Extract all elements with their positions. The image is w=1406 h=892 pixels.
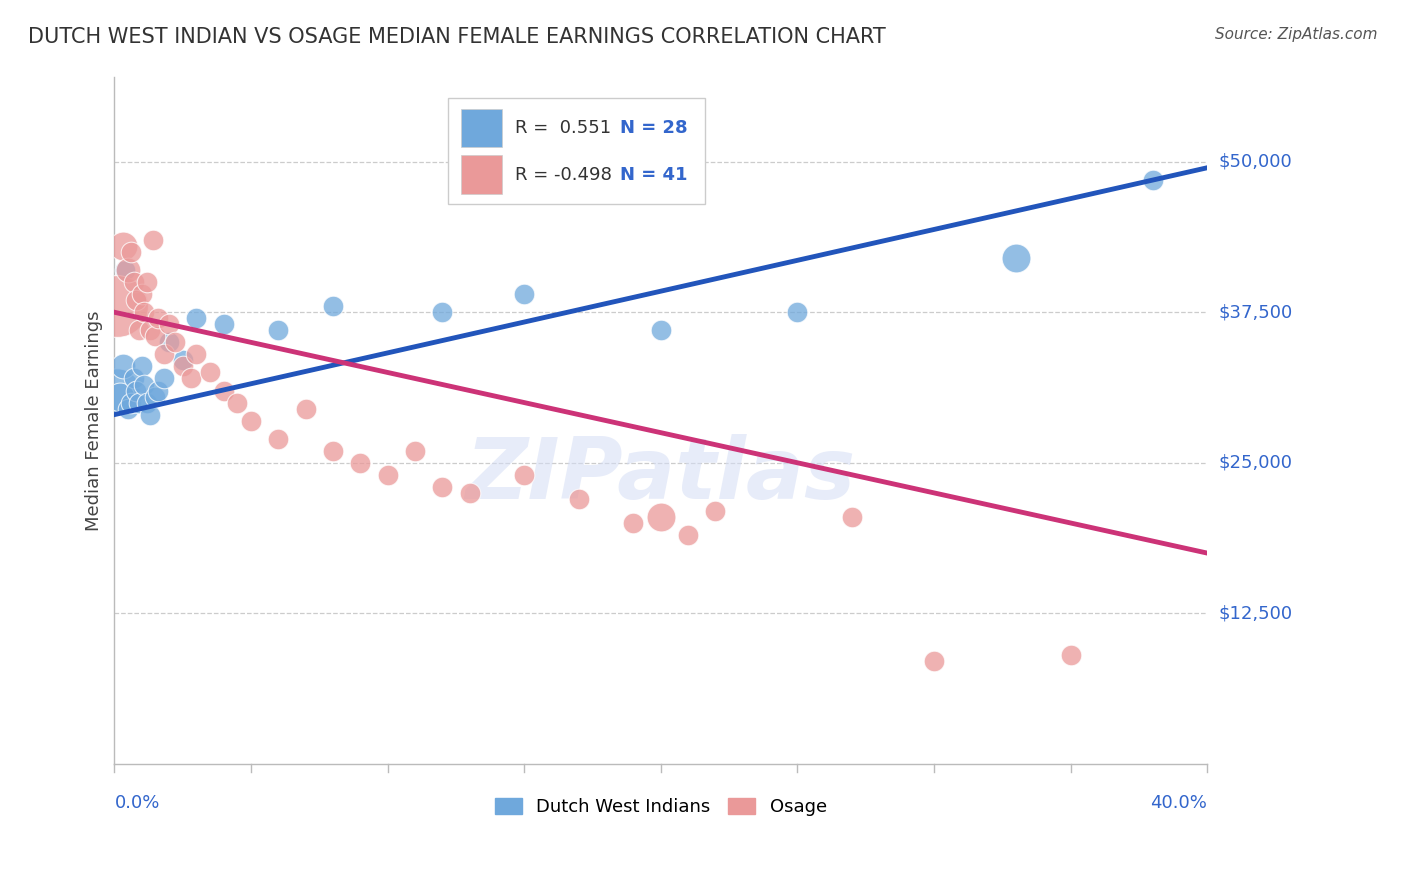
- Point: [377, 467, 399, 482]
- Text: R =  0.551: R = 0.551: [516, 119, 612, 136]
- Text: $12,500: $12,500: [1219, 604, 1292, 623]
- Text: N = 41: N = 41: [620, 166, 688, 184]
- Point: [120, 245, 142, 260]
- Point: [122, 275, 145, 289]
- Point: [145, 329, 167, 343]
- Point: [226, 395, 249, 409]
- Text: ZIPatlas: ZIPatlas: [465, 434, 856, 517]
- Point: [172, 359, 194, 374]
- Point: [322, 299, 344, 313]
- Point: [122, 371, 145, 385]
- Point: [152, 371, 174, 385]
- Point: [105, 299, 128, 313]
- Point: [142, 233, 165, 247]
- Point: [186, 311, 208, 326]
- Point: [650, 510, 672, 524]
- Text: R = -0.498: R = -0.498: [516, 166, 613, 184]
- FancyBboxPatch shape: [461, 155, 502, 194]
- Point: [650, 323, 672, 337]
- Text: $37,500: $37,500: [1219, 303, 1292, 321]
- Point: [136, 395, 159, 409]
- Point: [568, 491, 591, 506]
- Point: [111, 239, 134, 253]
- Point: [513, 287, 536, 301]
- Point: [186, 347, 208, 361]
- Point: [125, 384, 148, 398]
- Text: $25,000: $25,000: [1219, 454, 1292, 472]
- Point: [163, 335, 186, 350]
- Point: [212, 384, 235, 398]
- FancyBboxPatch shape: [447, 98, 704, 204]
- Text: DUTCH WEST INDIAN VS OSAGE MEDIAN FEMALE EARNINGS CORRELATION CHART: DUTCH WEST INDIAN VS OSAGE MEDIAN FEMALE…: [28, 27, 886, 46]
- Point: [105, 384, 128, 398]
- Point: [267, 432, 290, 446]
- Point: [157, 318, 180, 332]
- Point: [136, 275, 159, 289]
- Point: [152, 347, 174, 361]
- Text: $50,000: $50,000: [1219, 153, 1292, 170]
- Point: [212, 318, 235, 332]
- Text: Source: ZipAtlas.com: Source: ZipAtlas.com: [1215, 27, 1378, 42]
- Point: [114, 263, 136, 277]
- Point: [117, 263, 139, 277]
- Point: [1142, 173, 1164, 187]
- Point: [198, 366, 221, 380]
- Point: [676, 528, 699, 542]
- Point: [128, 395, 150, 409]
- Point: [1005, 251, 1028, 265]
- FancyBboxPatch shape: [461, 109, 502, 147]
- Point: [294, 401, 316, 416]
- Point: [131, 359, 153, 374]
- Legend: Dutch West Indians, Osage: Dutch West Indians, Osage: [488, 790, 834, 823]
- Point: [841, 510, 863, 524]
- Point: [108, 390, 131, 404]
- Point: [146, 384, 169, 398]
- Point: [131, 287, 153, 301]
- Point: [128, 323, 150, 337]
- Point: [172, 353, 194, 368]
- Point: [125, 293, 148, 308]
- Point: [922, 655, 945, 669]
- Point: [157, 335, 180, 350]
- Point: [139, 408, 162, 422]
- Point: [134, 377, 156, 392]
- Point: [458, 486, 481, 500]
- Y-axis label: Median Female Earnings: Median Female Earnings: [86, 310, 103, 531]
- Point: [146, 311, 169, 326]
- Point: [117, 401, 139, 416]
- Text: 40.0%: 40.0%: [1150, 795, 1208, 813]
- Point: [349, 456, 371, 470]
- Point: [120, 395, 142, 409]
- Point: [623, 516, 645, 530]
- Point: [134, 305, 156, 319]
- Point: [139, 323, 162, 337]
- Point: [432, 480, 454, 494]
- Point: [111, 359, 134, 374]
- Text: N = 28: N = 28: [620, 119, 688, 136]
- Point: [145, 390, 167, 404]
- Point: [240, 414, 263, 428]
- Point: [1059, 648, 1081, 663]
- Point: [404, 443, 426, 458]
- Point: [786, 305, 808, 319]
- Point: [322, 443, 344, 458]
- Text: 0.0%: 0.0%: [114, 795, 160, 813]
- Point: [432, 305, 454, 319]
- Point: [513, 467, 536, 482]
- Point: [180, 371, 202, 385]
- Point: [704, 504, 727, 518]
- Point: [267, 323, 290, 337]
